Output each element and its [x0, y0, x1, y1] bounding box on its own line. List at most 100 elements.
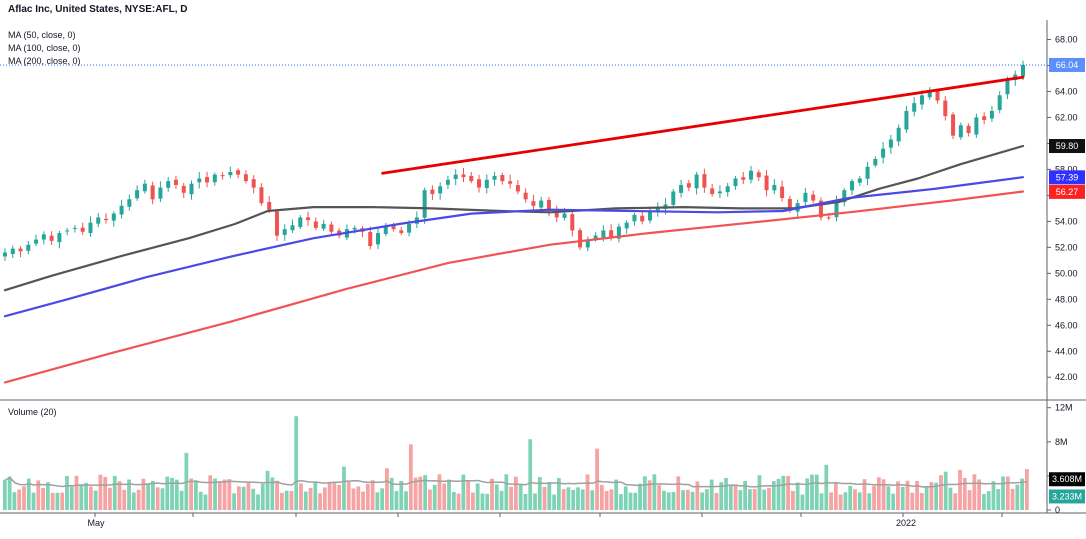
volume-bar: [246, 482, 251, 510]
candle: [453, 169, 458, 186]
volume-bar: [585, 474, 590, 510]
candle: [857, 176, 862, 186]
candle-body: [873, 159, 878, 166]
volume-bar: [50, 492, 55, 510]
candle-body: [212, 174, 217, 183]
candle-body: [787, 198, 792, 211]
ma200-value-label: 56.27: [1049, 184, 1085, 199]
volume-bar: [385, 468, 389, 510]
candle-body: [321, 223, 326, 229]
candle: [313, 217, 318, 231]
candle-body: [857, 178, 862, 183]
volume-bar: [547, 482, 552, 510]
volume-bar: [666, 492, 671, 510]
candle: [679, 179, 684, 198]
candle-body: [243, 174, 248, 182]
volume-bar: [375, 492, 380, 510]
volume-bar: [843, 492, 848, 510]
candle-body: [881, 148, 886, 158]
volume-bar: [475, 483, 480, 510]
volume-bar: [55, 492, 60, 510]
candle-body: [96, 217, 101, 224]
volume-bar: [915, 481, 919, 510]
volume-bar: [1001, 476, 1005, 510]
volume-bar: [657, 485, 662, 510]
price-tick-label: 48.00: [1055, 294, 1078, 304]
candle: [982, 112, 987, 125]
volume-bar: [346, 481, 351, 510]
volume-bar: [408, 444, 413, 510]
candle-body: [655, 208, 660, 211]
candle-body: [500, 175, 505, 182]
volume-bar: [260, 483, 265, 510]
volume-bar: [671, 491, 676, 510]
candle-body: [127, 199, 132, 207]
volume-bar: [447, 479, 451, 510]
volume-bar: [69, 486, 74, 510]
volume-bar: [642, 476, 647, 510]
volume-bar: [652, 474, 657, 510]
volume-bar: [471, 492, 475, 510]
price-tick-label: 52.00: [1055, 242, 1078, 252]
candle: [958, 122, 963, 140]
candle-body: [290, 225, 295, 231]
volume-bar: [342, 466, 346, 510]
candles: [3, 60, 1025, 261]
volume-bar: [31, 492, 36, 510]
candle-body: [842, 190, 847, 203]
candle: [438, 182, 443, 200]
ma50-legend: MA (50, close, 0): [8, 30, 76, 40]
ma100-legend: MA (100, close, 0): [8, 43, 81, 53]
candle-body: [189, 183, 194, 195]
volume-bar: [924, 486, 929, 510]
price-tick-label: 42.00: [1055, 372, 1078, 382]
price-tick-label: 54.00: [1055, 216, 1078, 226]
volume-bar: [174, 479, 179, 510]
volume-bar: [160, 488, 165, 510]
time-label-may: May: [87, 518, 105, 528]
volume-bar: [824, 464, 829, 510]
volume-bar: [1015, 484, 1020, 510]
candle: [772, 179, 777, 195]
candle: [298, 215, 303, 230]
volume-tick-label: 8M: [1055, 437, 1068, 447]
ma50-value-label-bg: [1049, 139, 1085, 154]
candle: [671, 189, 676, 208]
volume-bar: [528, 439, 533, 510]
candle: [274, 208, 279, 241]
volume-bar: [862, 479, 867, 510]
price-tick-label: 50.00: [1055, 268, 1078, 278]
volume-bar: [509, 486, 513, 510]
volume-bar: [948, 487, 953, 510]
volume-bar: [580, 489, 585, 510]
candle-body: [717, 191, 722, 194]
candle: [469, 171, 474, 184]
volume-bar: [776, 478, 781, 510]
volume-bar: [991, 481, 996, 510]
volume-bar: [853, 489, 857, 510]
candle: [531, 194, 536, 211]
candle-body: [958, 125, 963, 138]
candle-body: [756, 172, 761, 178]
candle-body: [65, 230, 70, 232]
volume-bar: [170, 477, 174, 510]
candle: [873, 156, 878, 168]
candle-body: [236, 170, 241, 175]
volume-bar: [322, 487, 327, 510]
volume-bar: [380, 488, 385, 510]
candle: [881, 142, 886, 164]
candle-body: [904, 110, 909, 130]
candle: [57, 230, 62, 249]
candle: [80, 222, 85, 235]
volume-bar: [599, 484, 604, 510]
candle: [694, 171, 699, 195]
volume-bar: [485, 493, 490, 510]
candle: [554, 205, 559, 223]
candle-body: [352, 227, 357, 230]
volume-bar: [857, 492, 862, 510]
candle-body: [710, 188, 715, 195]
candle: [88, 216, 93, 238]
candle-body: [562, 213, 567, 218]
volume-bar: [103, 476, 108, 510]
